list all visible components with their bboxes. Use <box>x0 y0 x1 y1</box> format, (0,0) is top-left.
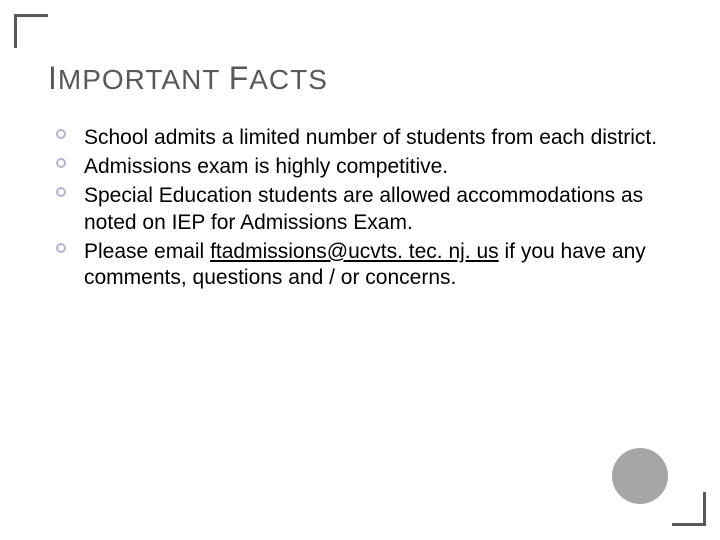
fact-text: Admissions exam is highly competitive. <box>84 155 448 178</box>
title-rest-1: MPORTANT <box>58 64 229 95</box>
title-cap-2: F <box>229 60 250 96</box>
bullet-icon <box>56 243 66 253</box>
bullet-icon <box>56 129 66 139</box>
bullet-icon <box>56 158 66 168</box>
circle-decoration <box>612 448 668 504</box>
email-link[interactable]: ftadmissions@ucvts. tec. nj. us <box>210 240 499 263</box>
slide-title: IMPORTANT FACTS <box>48 60 672 97</box>
fact-text-before: Please email <box>84 240 210 263</box>
title-rest-2: ACTS <box>249 64 328 95</box>
list-item: School admits a limited number of studen… <box>56 125 672 152</box>
list-item: Please email ftadmissions@ucvts. tec. nj… <box>56 239 672 293</box>
list-item: Admissions exam is highly competitive. <box>56 154 672 181</box>
fact-text: School admits a limited number of studen… <box>84 126 657 149</box>
facts-list: School admits a limited number of studen… <box>48 125 672 292</box>
list-item: Special Education students are allowed a… <box>56 183 672 237</box>
bullet-icon <box>56 187 66 197</box>
fact-text: Special Education students are allowed a… <box>84 184 643 234</box>
slide: IMPORTANT FACTS School admits a limited … <box>0 0 720 540</box>
title-cap-1: I <box>48 60 58 96</box>
